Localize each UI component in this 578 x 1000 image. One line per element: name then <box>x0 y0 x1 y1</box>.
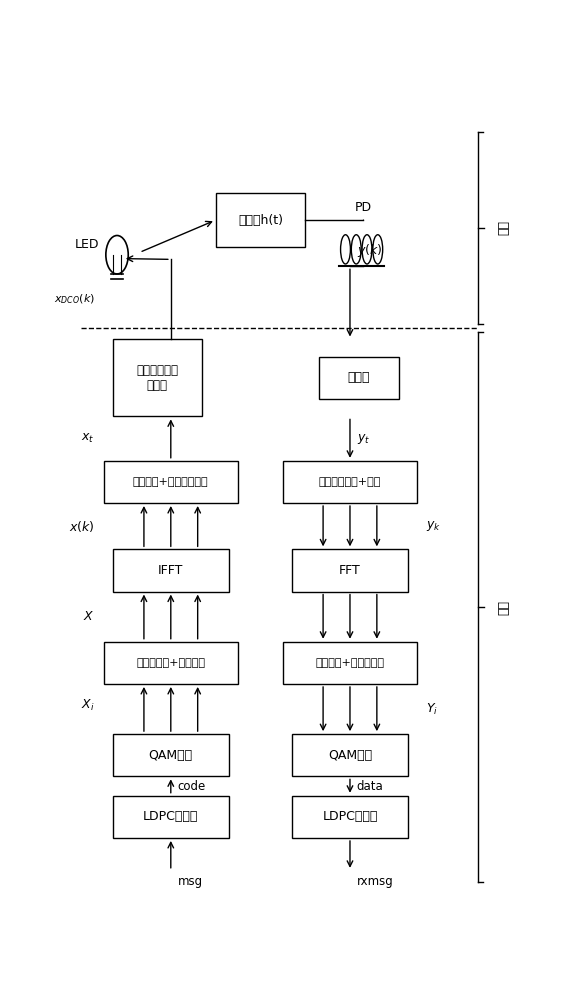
Bar <box>113 549 229 592</box>
Text: 去直流: 去直流 <box>348 371 370 384</box>
Text: 子载波解映射+均衡: 子载波解映射+均衡 <box>319 477 381 487</box>
Bar <box>113 734 229 776</box>
Text: 串并转换+去循环前缀: 串并转换+去循环前缀 <box>316 658 384 668</box>
Text: LDPC译码器: LDPC译码器 <box>323 810 377 823</box>
Text: $y_k$: $y_k$ <box>426 519 441 533</box>
Text: $x(k)$: $x(k)$ <box>69 519 95 534</box>
Text: 添加直流偏置
下削波: 添加直流偏置 下削波 <box>136 364 179 392</box>
Bar <box>103 461 238 503</box>
Text: $y_t$: $y_t$ <box>357 432 370 446</box>
Text: LED: LED <box>75 238 99 251</box>
Text: PD: PD <box>355 201 372 214</box>
Text: 光域: 光域 <box>498 220 511 235</box>
Text: 光信道h(t): 光信道h(t) <box>238 214 283 227</box>
Bar <box>292 734 408 776</box>
Bar <box>292 549 408 592</box>
Text: FFT: FFT <box>339 564 361 577</box>
Text: msg: msg <box>177 875 203 888</box>
Bar <box>292 796 408 838</box>
Text: $x_t$: $x_t$ <box>81 432 95 445</box>
Text: data: data <box>357 780 383 793</box>
Text: 电域: 电域 <box>498 600 511 615</box>
Bar <box>216 193 305 247</box>
Text: IFFT: IFFT <box>158 564 183 577</box>
Text: code: code <box>177 780 206 793</box>
Text: $X_i$: $X_i$ <box>81 698 95 713</box>
Bar <box>283 642 417 684</box>
Bar <box>283 461 417 503</box>
Bar <box>113 339 202 416</box>
Text: QAM解调: QAM解调 <box>328 749 372 762</box>
Text: $Y_i$: $Y_i$ <box>426 702 438 717</box>
Text: $x_{DCO}(k)$: $x_{DCO}(k)$ <box>54 292 95 306</box>
Bar <box>318 357 399 399</box>
Text: QAM调制: QAM调制 <box>149 749 193 762</box>
Text: $y(k)$: $y(k)$ <box>357 242 382 259</box>
Text: 并串转换+添加循环前缀: 并串转换+添加循环前缀 <box>133 477 209 487</box>
Text: 子载波映射+共轭对称: 子载波映射+共轭对称 <box>136 658 205 668</box>
Text: LDPC编码器: LDPC编码器 <box>143 810 198 823</box>
Text: $X$: $X$ <box>83 610 95 623</box>
Bar <box>103 642 238 684</box>
Bar <box>113 796 229 838</box>
Text: rxmsg: rxmsg <box>357 875 394 888</box>
